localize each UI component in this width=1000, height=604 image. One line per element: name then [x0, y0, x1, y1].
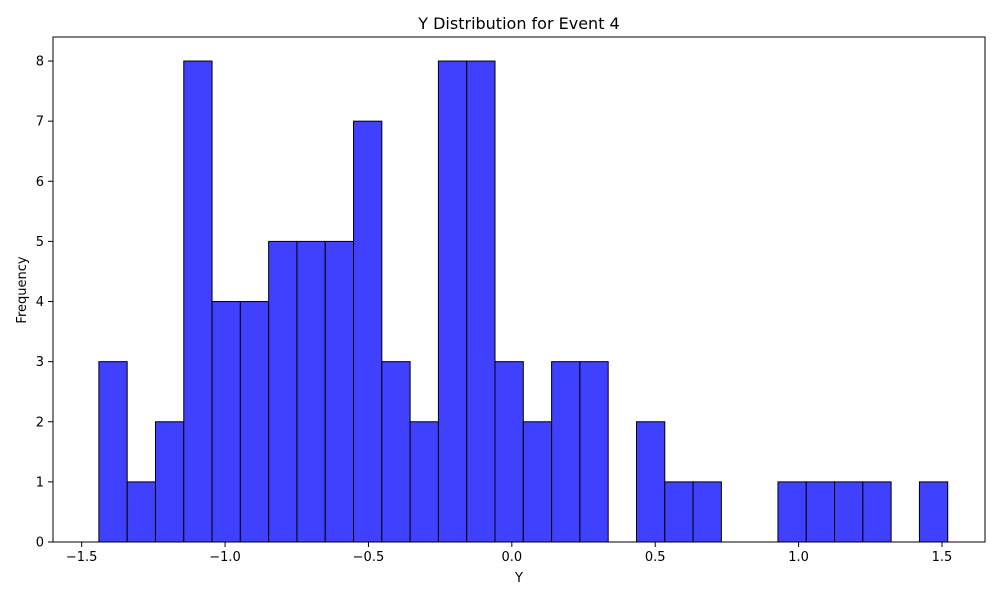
y-tick-label: 5 [36, 235, 44, 250]
histogram-bar [635, 421, 666, 543]
x-axis-ticks: −1.5 −1.0 −0.5 0.0 0.5 1.0 1.5 [66, 542, 952, 565]
x-tick-label: 1.0 [788, 550, 809, 565]
histogram-bar [239, 301, 270, 543]
x-tick-label: 1.5 [932, 550, 953, 565]
bars-layer [98, 60, 949, 543]
histogram-bar [918, 481, 949, 543]
histogram-bar [183, 60, 213, 543]
histogram-bar [324, 240, 355, 543]
histogram-bar [777, 481, 807, 543]
histogram-bar [381, 361, 411, 543]
x-tick-label: 0.5 [645, 550, 666, 565]
y-tick-label: 6 [36, 175, 44, 190]
histogram-bar [664, 481, 694, 543]
y-axis-label: Frequency [15, 256, 30, 323]
y-tick-label: 4 [36, 295, 44, 310]
histogram-bar [98, 361, 128, 543]
histogram-bar [692, 481, 722, 543]
histogram-bar [805, 481, 836, 543]
histogram-bar [126, 481, 156, 543]
x-axis-label: Y [514, 571, 523, 586]
y-tick-label: 8 [36, 55, 44, 70]
histogram-bar [154, 421, 185, 543]
histogram-bar [834, 481, 864, 543]
x-tick-label: −0.5 [353, 550, 385, 565]
y-tick-label: 0 [36, 536, 44, 551]
histogram-bar [494, 361, 524, 543]
y-tick-label: 3 [36, 355, 44, 370]
y-tick-label: 2 [36, 415, 44, 430]
histogram-bar [579, 361, 609, 543]
histogram-bar [268, 240, 298, 543]
chart-title: Y Distribution for Event 4 [417, 14, 619, 33]
y-axis-ticks: 0 1 2 3 4 5 6 7 8 [36, 55, 53, 551]
histogram-bar [409, 421, 439, 543]
x-tick-label: −1.5 [66, 550, 98, 565]
y-tick-label: 7 [36, 115, 44, 130]
histogram-bar [466, 60, 496, 543]
histogram-bar [353, 120, 383, 543]
histogram-bar [862, 481, 892, 543]
histogram-bar [437, 60, 468, 543]
x-tick-label: −1.0 [209, 550, 241, 565]
histogram-bar [522, 421, 553, 543]
y-tick-label: 1 [36, 475, 44, 490]
histogram-bar [551, 361, 581, 543]
histogram-bar [211, 301, 241, 543]
histogram-bar [296, 240, 326, 543]
x-tick-label: 0.0 [501, 550, 522, 565]
plot-frame [52, 36, 986, 543]
